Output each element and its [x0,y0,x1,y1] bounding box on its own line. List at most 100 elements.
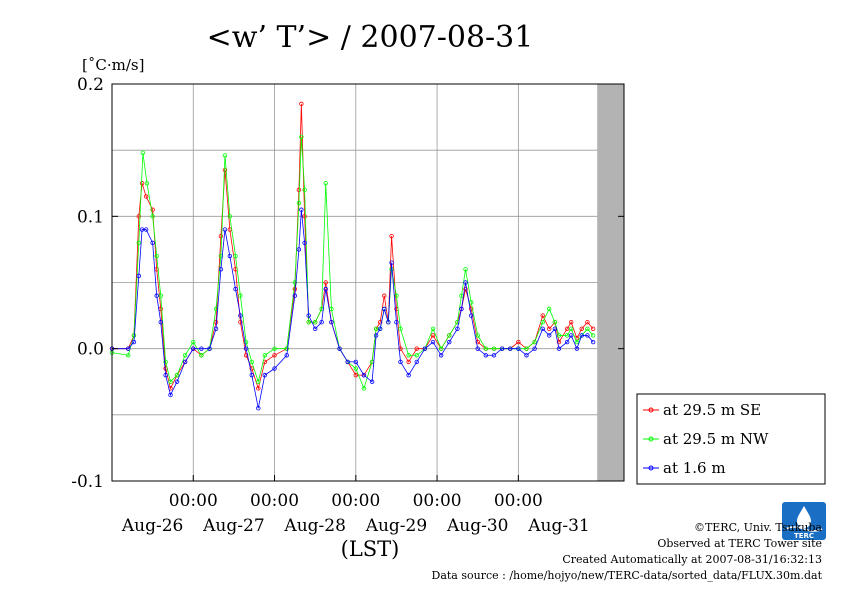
legend-box [636,393,826,485]
data-point [463,286,468,292]
x-tick-labels: 00:00 00:00 00:00 00:00 00:00 Aug-26 Aug-27 Aug… [121,491,590,536]
data-point [463,280,468,285]
data-point [292,280,298,285]
data-point [174,379,180,384]
data-point [136,273,142,279]
x-tick-date-label: Aug-29 [365,516,427,536]
data-point [150,240,155,245]
data-point [532,339,537,345]
data-point [213,326,219,332]
x-tick-time-label: 00:00 [494,491,543,511]
footer-data-source: Data source : /home/hojyo/new/TERC-data/… [431,569,823,582]
data-point [256,406,261,411]
footer-observed: Observed at TERC Tower site [657,537,822,550]
data-point [585,320,590,325]
data-point [131,339,137,345]
data-point [556,346,562,351]
data-point [398,359,403,365]
data-point [312,320,318,325]
data-point [299,101,304,107]
x-tick-time-label: 00:00 [331,491,380,511]
data-point [422,346,428,351]
legend-label: at 1.6 m [663,459,726,477]
data-point [483,346,489,351]
data-point [323,286,328,292]
data-point [499,346,505,351]
data-point [414,359,419,365]
series-line-2 [112,209,594,409]
logo-drop-icon [797,506,811,528]
data-point [306,320,311,325]
data-point [302,187,307,193]
data-point [524,353,529,358]
data-point [143,194,149,199]
data-point [469,300,474,305]
data-point [299,207,304,212]
data-point [590,326,596,332]
data-point [249,359,254,365]
data-point [438,346,444,351]
data-point [361,372,367,378]
data-point [389,233,394,239]
data-point [547,326,552,332]
data-point [532,346,537,351]
data-point [218,233,224,239]
data-point [238,293,243,298]
data-point [296,187,302,193]
plot-border [111,83,625,482]
data-point [394,320,399,325]
data-point [233,286,238,292]
data-point [389,260,394,265]
data-point [398,346,403,351]
data-point [292,293,298,298]
y-tick-label: 0.1 [77,207,104,227]
data-point [430,339,436,345]
x-tick-time-label: 00:00 [413,491,462,511]
data-point [547,306,552,312]
series-group [109,101,596,411]
data-point [414,346,419,351]
data-point [227,253,233,259]
data-point [272,346,277,351]
data-point [222,227,228,232]
data-point [150,207,155,212]
data-point [168,392,173,398]
data-point [540,326,545,332]
data-point [540,320,545,325]
data-point [126,353,131,358]
x-tick-date-label: Aug-31 [527,516,589,536]
data-point [296,247,302,252]
legend-marker [648,407,654,413]
data-point [323,181,328,186]
y-tick-label: -0.1 [71,472,104,492]
data-point [574,346,580,351]
data-point [207,346,212,351]
data-point [475,339,480,345]
data-point [369,379,375,384]
data-point [174,372,180,378]
data-point [302,214,307,219]
x-tick-date-label: Aug-28 [283,516,345,536]
data-point [126,346,131,351]
data-point [361,386,367,391]
data-point [564,326,570,332]
data-point [579,333,584,338]
y-tick-labels: 0.2 0.1 0.0 -0.1 [71,75,104,492]
data-point [222,167,228,173]
data-point [238,313,243,318]
data-point [140,150,146,156]
data-point [319,320,324,325]
data-point [243,339,249,345]
data-point [377,320,383,325]
y-tick-label: 0.2 [77,75,104,95]
data-point [238,320,243,325]
data-point [585,333,590,338]
data-point [556,339,562,345]
data-point [272,353,277,358]
x-tick-time-label: 00:00 [169,491,218,511]
x-tick-date-label: Aug-30 [446,516,508,536]
data-point [345,359,350,365]
data-point [243,346,249,351]
data-point [382,293,387,298]
data-point [469,306,474,312]
